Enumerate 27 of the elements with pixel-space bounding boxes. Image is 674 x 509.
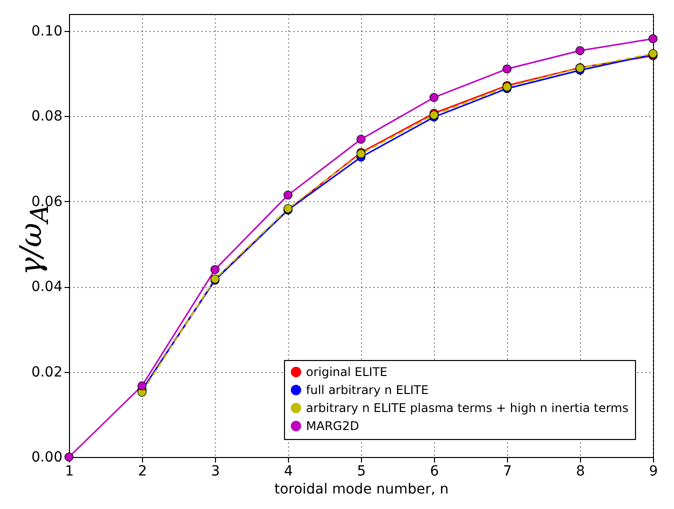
x-tick-label: 3	[211, 464, 220, 480]
y-tick-label: 0.08	[31, 108, 62, 125]
point	[138, 381, 146, 390]
point	[356, 134, 366, 144]
y-tick-label: 0.02	[31, 364, 62, 380]
legend-label: arbitrary n ELITE plasma terms + high n inertia terms	[306, 401, 628, 415]
y-tick-label: 0.10	[31, 24, 62, 40]
x-tick-label: 6	[430, 464, 440, 480]
x-tick-label: 9	[649, 464, 658, 480]
x-tick-label: 8	[576, 464, 585, 480]
point	[210, 265, 220, 274]
point	[648, 34, 658, 44]
point	[502, 64, 512, 74]
y-tick-label: 0.00	[31, 450, 62, 466]
x-tick-label: 2	[138, 464, 147, 480]
point	[430, 93, 438, 102]
legend-label: original ELITE	[306, 365, 388, 379]
x-tick-label: 4	[284, 464, 294, 480]
point	[576, 46, 584, 56]
x-axis-title: toroidal mode number, n	[274, 482, 449, 498]
legend-label: full arbitrary n ELITE	[306, 383, 429, 397]
legend-label: MARG2D	[306, 419, 360, 433]
point	[284, 190, 292, 200]
x-tick-label: 7	[503, 464, 512, 480]
y-tick-label: 0.04	[31, 279, 63, 296]
x-tick-label: 1	[65, 464, 74, 480]
x-tick-label: 5	[357, 464, 366, 480]
